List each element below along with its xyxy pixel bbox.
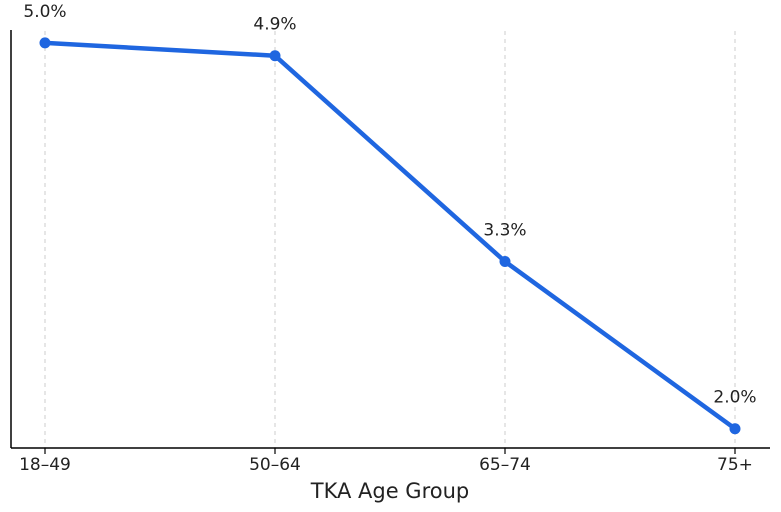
x-axis-title: TKA Age Group — [310, 479, 470, 503]
data-label: 2.0% — [713, 388, 756, 408]
series-group — [39, 37, 741, 435]
x-ticks: 18–49 50–64 65–74 75+ — [19, 448, 753, 475]
grid-lines — [44, 31, 736, 448]
x-tick-label: 18–49 — [19, 455, 71, 475]
data-labels: 5.0% 4.9% 3.3% 2.0% — [23, 2, 756, 408]
data-point — [729, 423, 741, 435]
data-point — [39, 37, 51, 49]
data-label: 4.9% — [253, 15, 296, 35]
data-point — [269, 50, 281, 62]
data-label: 5.0% — [23, 2, 66, 22]
x-tick-label: 65–74 — [479, 455, 531, 475]
data-label: 3.3% — [483, 221, 526, 241]
x-tick-label: 50–64 — [249, 455, 301, 475]
x-tick-label: 75+ — [717, 455, 753, 475]
series-line — [42, 40, 738, 431]
data-point — [499, 256, 511, 268]
